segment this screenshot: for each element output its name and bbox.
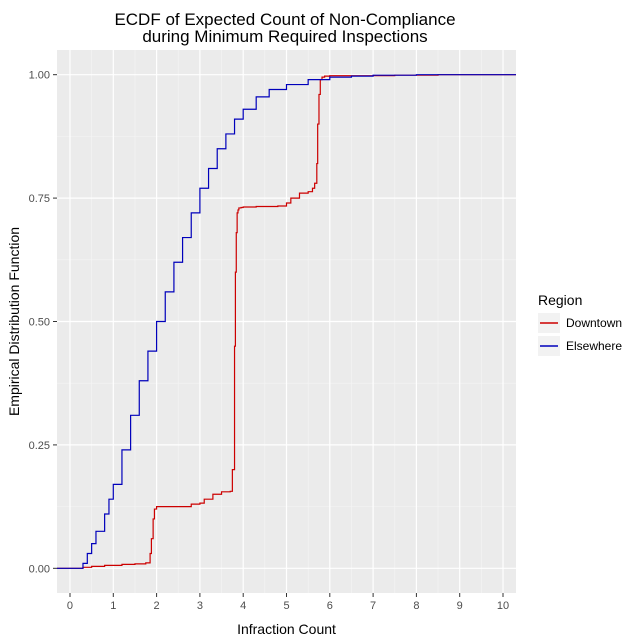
- y-axis-title: Empirical Distribution Function: [6, 227, 22, 416]
- y-tick-label: 0.00: [29, 563, 50, 575]
- y-tick-label: 1.00: [29, 70, 50, 82]
- x-axis-title: Infraction Count: [237, 621, 336, 637]
- y-tick-label: 0.50: [29, 317, 50, 329]
- chart-title-line-1: ECDF of Expected Count of Non-Compliance: [114, 10, 455, 29]
- x-tick-label: 10: [497, 600, 509, 612]
- legend-title: Region: [538, 292, 582, 308]
- legend-label-elsewhere: Elsewhere: [566, 339, 622, 353]
- x-axis: 0 1 2 3 4 5 6 7 8 9 10: [67, 593, 509, 612]
- legend-item-elsewhere: Elsewhere: [538, 336, 622, 356]
- legend-item-downtown: Downtown: [538, 313, 622, 333]
- x-tick-label: 1: [110, 600, 116, 612]
- x-tick-label: 5: [283, 600, 289, 612]
- x-tick-label: 7: [370, 600, 376, 612]
- x-tick-label: 6: [327, 600, 333, 612]
- x-tick-label: 3: [197, 600, 203, 612]
- x-tick-label: 4: [240, 600, 246, 612]
- series-line-elsewhere: [57, 74, 516, 569]
- legend: Region Downtown Elsewhere: [538, 292, 622, 356]
- chart-title-line-2: during Minimum Required Inspections: [142, 27, 427, 46]
- x-tick-label: 9: [457, 600, 463, 612]
- x-tick-label: 0: [67, 600, 73, 612]
- y-tick-label: 0.25: [29, 440, 50, 452]
- x-tick-label: 2: [154, 600, 160, 612]
- legend-label-downtown: Downtown: [566, 316, 622, 330]
- grid-major: [57, 50, 516, 593]
- y-tick-label: 0.75: [29, 193, 50, 205]
- x-tick-label: 8: [413, 600, 419, 612]
- y-axis: 0.00 0.25 0.50 0.75 1.00: [29, 70, 57, 575]
- series-layer: [57, 74, 516, 569]
